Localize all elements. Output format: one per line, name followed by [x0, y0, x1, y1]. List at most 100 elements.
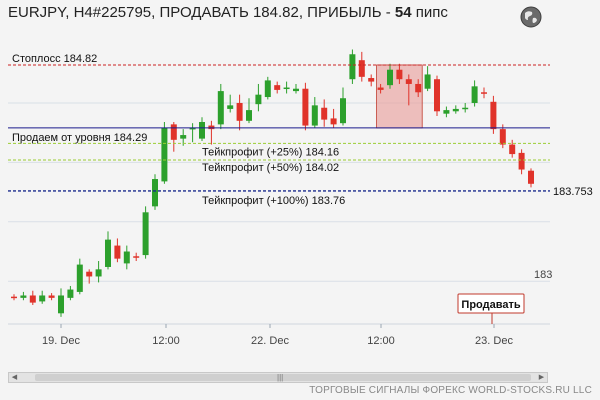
scrollbar-grip-icon: ||| [277, 373, 284, 382]
candle [246, 98, 252, 124]
level-label-stop-loss: Стоплосс 184.82 [12, 53, 97, 65]
x-tick-label: 22. Dec [251, 335, 289, 347]
candle-body [208, 125, 215, 130]
candle-body [142, 212, 149, 256]
signal-marker-box [457, 293, 525, 314]
candle-body [311, 105, 318, 126]
candle-body [20, 295, 27, 298]
candle-body [490, 101, 497, 130]
scrollbar-thumb[interactable] [35, 374, 531, 381]
scroll-right-icon[interactable]: ▶ [538, 374, 545, 381]
signal-marker[interactable]: Продавать [457, 293, 525, 324]
candle [462, 102, 469, 113]
candle-body [161, 127, 168, 182]
candle-body [76, 264, 83, 292]
candle [358, 51, 365, 82]
candle-body [152, 179, 158, 207]
candle-body [528, 170, 534, 184]
candle [208, 120, 215, 145]
level-label-tp50: Тейкпрофит (+50%) 184.02 [202, 162, 339, 174]
candle-body [246, 110, 252, 121]
candle [199, 117, 205, 142]
candle [293, 83, 299, 94]
candle-body [39, 295, 46, 302]
candle [217, 83, 224, 130]
candle-body [48, 295, 55, 298]
candle-body [377, 87, 384, 90]
candle-body [255, 94, 262, 105]
candle-body [189, 127, 196, 130]
candle-body [58, 295, 64, 314]
candle-body [293, 88, 299, 92]
candle-body [340, 98, 346, 124]
candle [387, 63, 393, 89]
candle-body [264, 80, 271, 98]
candle-body [415, 83, 422, 93]
globe-icon[interactable] [520, 6, 542, 28]
candle [170, 121, 177, 152]
x-tick-label: 19. Dec [42, 335, 80, 347]
candle-body [274, 85, 281, 90]
candle-body [170, 124, 177, 140]
candle [396, 63, 403, 84]
candle [481, 87, 487, 99]
candle [142, 206, 149, 259]
candle [330, 108, 337, 128]
candle-body [349, 54, 356, 80]
candle [302, 82, 309, 131]
candle-body [330, 118, 337, 125]
candle [452, 105, 459, 114]
candle [321, 99, 328, 127]
candle-body [499, 129, 506, 145]
candle-body [471, 86, 478, 103]
candle [133, 252, 140, 262]
candle [227, 94, 234, 113]
candles [11, 49, 534, 317]
candle-body [283, 87, 290, 90]
candle [528, 168, 534, 188]
candle [48, 293, 55, 301]
last-price-label: 183.753 [553, 186, 593, 198]
candle-body [462, 107, 469, 110]
candle-body [358, 60, 365, 77]
signal-marker-label: Продавать [461, 299, 520, 311]
x-tick-label: 12:00 [152, 335, 180, 347]
candle [161, 121, 168, 184]
profit-value: 54 [394, 4, 412, 21]
candle [283, 81, 290, 94]
candle-body [114, 245, 121, 259]
footer-credit: ТОРГОВЫЕ СИГНАЛЫ ФОРЕКС WORLD-STOCKS.RU … [309, 385, 592, 396]
candle-body [67, 289, 74, 298]
candle-body [387, 69, 393, 86]
candle-body [321, 107, 328, 120]
candle [509, 139, 516, 158]
candle [152, 174, 158, 210]
candle-body [368, 78, 375, 82]
candle-body [29, 295, 36, 303]
candle [368, 74, 375, 87]
candlestick-chart[interactable]: Стоплосс 184.82 Продаем от уровня 184.29 Т… [0, 0, 600, 370]
candle [424, 66, 431, 92]
candle [405, 74, 412, 106]
candle-body [199, 121, 205, 139]
candle [340, 87, 346, 126]
candle [76, 258, 83, 295]
candle-body [227, 105, 234, 109]
candle [29, 290, 36, 305]
chart-title: EURJPY, H4#225795, ПРОДАВАТЬ 184.82, ПРИ… [8, 4, 448, 21]
candle [58, 288, 64, 317]
candle-body [405, 79, 412, 84]
candle-body [123, 251, 130, 264]
level-label-tp25: Тейкпрофит (+25%) 184.16 [202, 146, 339, 158]
candle [415, 79, 422, 98]
candle [264, 76, 271, 100]
candle-body [180, 135, 187, 139]
scroll-left-icon[interactable]: ◀ [11, 374, 18, 381]
chart-scrollbar[interactable]: ◀ ||| ▶ [8, 372, 548, 383]
level-label-tp100: Тейкпрофит (+100%) 183.76 [202, 195, 345, 207]
candle-body [95, 269, 102, 277]
level-label-entry: Продаем от уровня 184.29 [12, 132, 147, 144]
candle-body [11, 296, 17, 299]
candle-body [443, 110, 450, 114]
candle [67, 285, 74, 301]
